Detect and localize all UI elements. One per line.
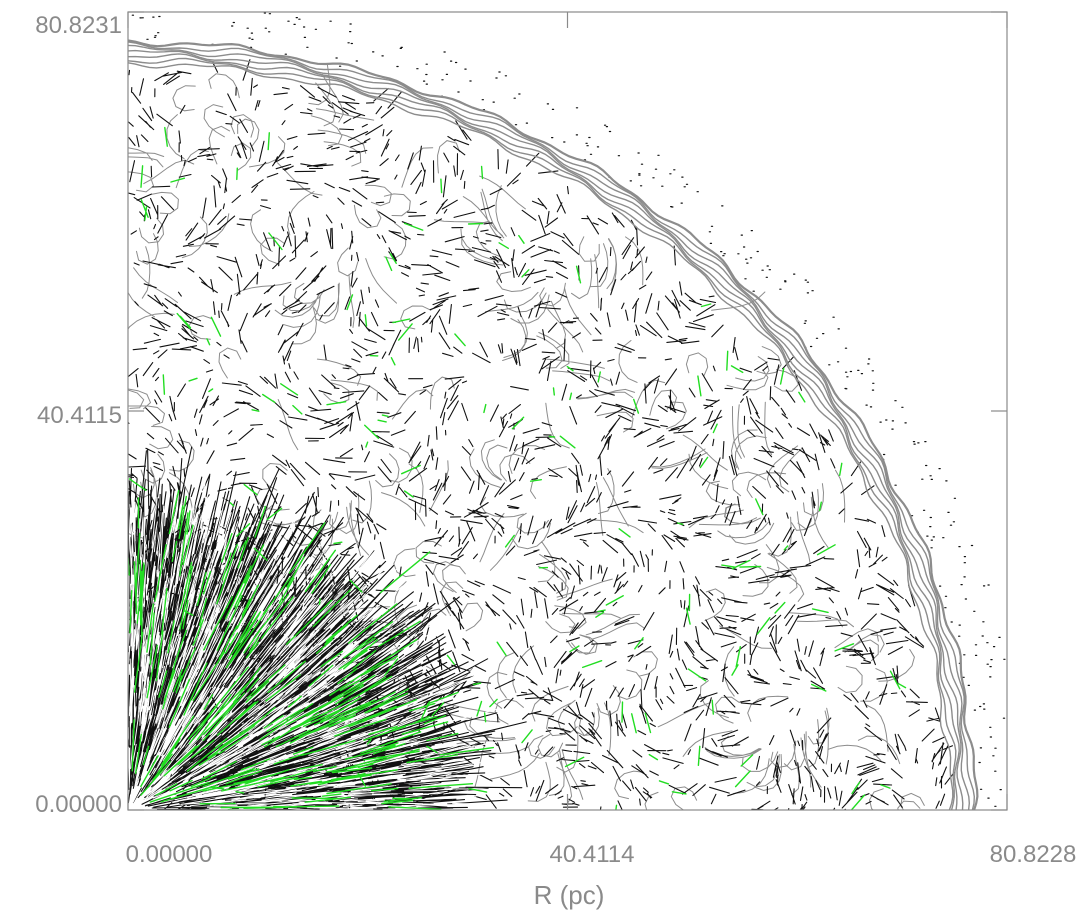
- shell-contours: [128, 39, 979, 810]
- shell-contour-arc: [128, 44, 971, 810]
- shell-contour-arc: [128, 57, 957, 810]
- shell-contour-arc: [128, 62, 954, 810]
- y-tick-label-bottom: 0.00000: [35, 791, 122, 818]
- outer-scatter-points: [131, 12, 1006, 807]
- axis-ticks: [127, 11, 1008, 811]
- shell-contour-arc: [128, 53, 960, 810]
- shell-contour-arc: [128, 41, 976, 810]
- x-tick-label-right: 80.8228: [990, 841, 1077, 868]
- highlighted-vectors: [128, 126, 907, 810]
- y-tick-label-top: 80.8231: [35, 12, 122, 39]
- x-tick-label-left: 0.00000: [126, 841, 213, 868]
- shell-contour-arc: [128, 49, 964, 810]
- x-axis-title: R (pc): [534, 880, 605, 910]
- y-tick-label-middle: 40.4115: [37, 402, 122, 429]
- shell-contour-arc: [128, 39, 979, 810]
- vector-field: [128, 12, 1006, 810]
- x-tick-label-middle: 40.4114: [550, 841, 635, 868]
